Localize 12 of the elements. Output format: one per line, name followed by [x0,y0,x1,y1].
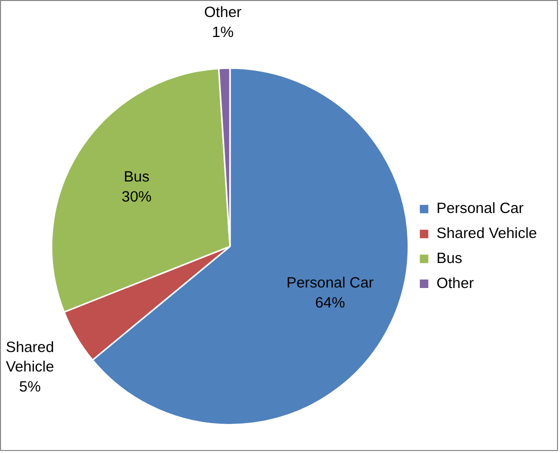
legend-label: Personal Car [436,200,524,218]
slice-label: Shared Vehicle [6,338,54,376]
legend-label: Shared Vehicle [436,225,537,242]
data-label: 30% [122,188,152,206]
data-label: 1% [212,24,234,41]
legend-label: Bus [436,250,462,267]
slice-label: Other [204,4,242,22]
slice-label: Bus [124,168,150,186]
data-label: 5% [19,378,41,396]
slice-label: Personal Car [286,274,374,292]
legend-label: Other [436,274,474,292]
data-label: 64% [315,294,345,312]
